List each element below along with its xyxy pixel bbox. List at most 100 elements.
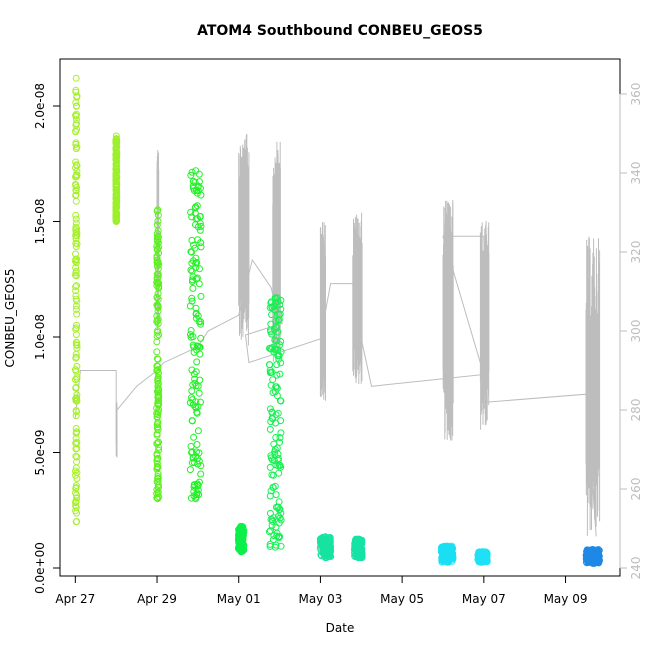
right-y-tick-label: 280 — [629, 399, 643, 422]
data-point — [277, 305, 285, 313]
scatter-segment-0 — [72, 74, 81, 526]
data-point — [72, 439, 80, 447]
data-point — [73, 255, 80, 263]
data-point — [192, 404, 200, 412]
data-point-min — [354, 554, 362, 562]
data-point — [72, 324, 80, 332]
data-point — [154, 315, 162, 323]
data-point — [273, 371, 281, 379]
data-point — [73, 102, 81, 110]
data-point — [479, 551, 487, 559]
data-point — [72, 158, 80, 166]
data-point — [154, 439, 161, 447]
data-point — [318, 538, 326, 546]
scatter-segment-1 — [112, 132, 121, 225]
right-y-tick-label: 260 — [629, 478, 643, 501]
data-point — [277, 359, 285, 367]
data-point — [154, 265, 162, 273]
data-point — [72, 452, 80, 460]
data-point — [188, 248, 195, 256]
secondary-spike-0 — [238, 133, 250, 346]
data-point — [153, 440, 161, 448]
data-point — [113, 199, 121, 207]
data-point — [153, 348, 161, 356]
data-point — [72, 350, 80, 358]
data-point — [153, 274, 161, 282]
data-point — [153, 278, 161, 286]
data-point — [72, 243, 80, 251]
right-y-tick-label: 360 — [629, 83, 643, 106]
scatter-segment-3 — [186, 167, 205, 503]
data-point — [190, 433, 198, 441]
data-point — [73, 225, 81, 232]
data-point-min — [192, 495, 200, 503]
data-point — [72, 235, 80, 243]
data-point — [155, 438, 162, 446]
data-point — [72, 231, 80, 239]
data-point — [273, 392, 281, 400]
data-point — [273, 361, 281, 369]
data-point — [72, 250, 79, 258]
data-point — [113, 143, 121, 151]
data-point — [267, 452, 275, 460]
data-point — [154, 290, 162, 298]
data-point — [195, 170, 203, 178]
data-point-max — [237, 522, 245, 530]
data-point — [188, 387, 196, 395]
data-point — [273, 384, 281, 392]
data-point — [72, 367, 80, 375]
data-point — [72, 271, 79, 279]
data-point — [187, 208, 195, 216]
y-tick-label: 5.0e-09 — [33, 429, 47, 475]
data-point — [155, 331, 163, 339]
data-point — [438, 548, 446, 556]
data-point — [153, 494, 161, 502]
data-point — [272, 411, 280, 419]
data-point — [192, 264, 200, 272]
data-point — [236, 530, 244, 538]
data-point — [155, 261, 163, 269]
secondary-series-layer — [74, 133, 601, 537]
data-point — [153, 252, 161, 260]
data-point — [192, 310, 200, 318]
data-point — [72, 407, 80, 414]
data-point — [72, 464, 80, 472]
secondary-series-line — [74, 235, 597, 537]
data-point — [154, 362, 162, 370]
data-point — [194, 481, 202, 489]
secondary-spike-2 — [319, 222, 326, 401]
data-point — [112, 169, 120, 177]
data-point-min — [112, 218, 120, 225]
data-point — [355, 544, 362, 552]
data-point — [153, 332, 161, 340]
data-point — [194, 427, 202, 435]
data-point — [72, 467, 79, 475]
data-point — [266, 527, 274, 535]
data-point — [72, 302, 80, 310]
data-point — [195, 478, 203, 486]
data-point-max — [112, 132, 120, 140]
data-point — [189, 341, 197, 349]
data-point — [268, 330, 276, 338]
secondary-spike-6 — [585, 236, 601, 536]
data-point — [72, 86, 80, 94]
data-point — [73, 162, 81, 170]
data-point — [197, 334, 205, 342]
data-point — [269, 376, 277, 384]
data-point — [192, 382, 200, 390]
y-tick-label: 2.0e-08 — [33, 83, 47, 129]
data-point — [187, 171, 195, 179]
data-point — [73, 321, 80, 329]
data-point — [442, 549, 450, 557]
data-point — [266, 463, 274, 471]
right-y-tick-label: 300 — [629, 320, 643, 343]
data-point-min — [479, 558, 487, 566]
data-point — [190, 187, 198, 195]
data-point-min — [443, 558, 451, 566]
data-point — [72, 211, 80, 219]
data-point — [272, 523, 280, 531]
data-point — [197, 184, 204, 192]
data-point — [191, 403, 199, 411]
data-point-max — [271, 294, 279, 302]
data-point — [196, 226, 204, 234]
